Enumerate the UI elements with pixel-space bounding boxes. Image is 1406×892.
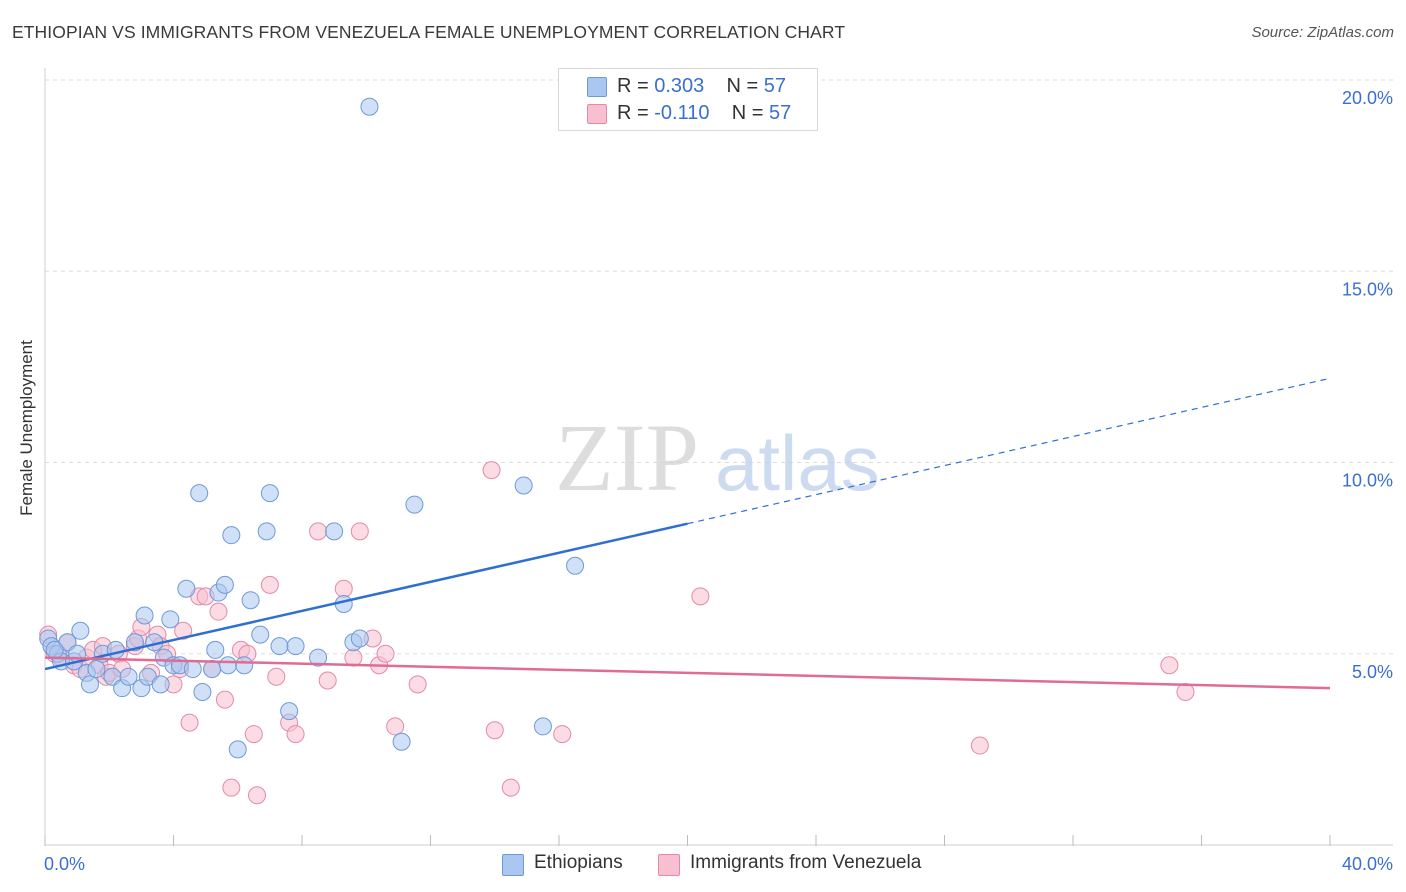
legend-label-venezuela: Immigrants from Venezuela — [690, 852, 922, 873]
data-point-venezuela — [244, 725, 263, 744]
legend-swatch-pink — [587, 104, 607, 124]
data-point-ethiopians — [241, 591, 260, 610]
data-point-venezuela — [267, 667, 286, 686]
data-point-venezuela — [970, 736, 989, 755]
legend-swatch-blue — [587, 77, 607, 97]
y-axis-label: Female Unemployment — [17, 340, 36, 516]
data-point-ethiopians — [190, 484, 209, 503]
data-point-ethiopians — [71, 621, 90, 640]
data-point-ethiopians — [151, 675, 170, 694]
data-point-ethiopians — [257, 522, 276, 541]
data-point-ethiopians — [228, 740, 247, 759]
data-point-venezuela — [344, 648, 363, 667]
data-point-ethiopians — [177, 579, 196, 598]
legend-n-value: 57 — [768, 102, 792, 124]
legend-n-label: N = — [726, 75, 764, 97]
trend-line-ethiopians — [44, 522, 688, 671]
trend-line-venezuela — [44, 656, 1331, 690]
data-point-ethiopians — [405, 495, 424, 514]
data-point-ethiopians — [350, 629, 369, 648]
data-point-ethiopians — [514, 476, 533, 495]
data-point-ethiopians — [135, 606, 154, 625]
data-point-ethiopians — [280, 702, 299, 721]
legend-n-value: 57 — [763, 75, 787, 97]
watermark: ZIP atlas — [555, 404, 880, 511]
data-point-ethiopians — [360, 97, 379, 116]
data-point-ethiopians — [206, 640, 225, 659]
data-point-venezuela — [482, 461, 501, 480]
legend-r-value: 0.303 — [654, 75, 705, 97]
data-point-ethiopians — [106, 640, 125, 659]
data-point-ethiopians — [215, 575, 234, 594]
data-point-venezuela — [334, 579, 353, 598]
data-point-venezuela — [553, 725, 572, 744]
data-point-venezuela — [286, 725, 305, 744]
data-point-ethiopians — [251, 625, 270, 644]
legend-label-ethiopians: Ethiopians — [534, 852, 623, 873]
data-point-venezuela — [386, 717, 405, 736]
data-point-ethiopians — [193, 683, 212, 701]
legend-n-label: N = — [731, 102, 769, 124]
tick-labels: 5.0% 10.0% 15.0% 20.0% 0.0% 40.0% — [44, 88, 1393, 874]
y-tick-label: 15.0% — [1342, 279, 1393, 299]
data-point-ethiopians — [119, 667, 138, 686]
data-point-venezuela — [691, 587, 710, 606]
watermark-atlas: atlas — [715, 419, 880, 507]
data-point-ethiopians — [183, 660, 202, 679]
legend-r-value: -0.110 — [654, 102, 710, 124]
data-point-venezuela — [309, 522, 328, 541]
data-point-ethiopians — [219, 656, 238, 675]
data-point-ethiopians — [161, 610, 180, 629]
data-point-venezuela — [248, 786, 267, 805]
data-point-venezuela — [350, 522, 369, 541]
legend-swatch-blue — [502, 854, 524, 876]
data-point-ethiopians — [392, 732, 411, 751]
y-tick-label: 20.0% — [1342, 88, 1393, 108]
data-point-venezuela — [318, 671, 337, 690]
data-point-ethiopians — [309, 648, 328, 667]
x-tick-label: 0.0% — [44, 854, 85, 874]
legend-r-label: R = — [617, 75, 655, 97]
data-point-ethiopians — [325, 522, 344, 541]
legend-r-label: R = — [617, 102, 655, 124]
data-point-venezuela — [1160, 656, 1179, 675]
data-point-ethiopians — [203, 660, 222, 679]
data-point-ethiopians — [45, 640, 64, 659]
grid-lines — [45, 79, 1393, 655]
chart-title: ETHIOPIAN VS IMMIGRANTS FROM VENEZUELA F… — [12, 22, 846, 42]
data-point-venezuela — [215, 690, 234, 709]
legend-swatch-pink — [658, 854, 680, 876]
data-point-ethiopians — [87, 660, 106, 679]
data-point-venezuela — [376, 644, 395, 663]
data-point-venezuela — [222, 778, 241, 797]
chart-source: Source: ZipAtlas.com — [1251, 24, 1394, 41]
data-point-ethiopians — [270, 637, 289, 656]
y-tick-label: 10.0% — [1342, 471, 1393, 491]
series-b-points — [39, 461, 1195, 805]
correlation-legend: R = 0.303 N = 57 R = -0.110 N = 57 — [558, 68, 818, 131]
trend-lines — [44, 377, 1331, 690]
watermark-zip: ZIP — [555, 404, 699, 511]
data-point-venezuela — [501, 778, 520, 797]
data-point-venezuela — [209, 602, 228, 621]
y-tick-label: 5.0% — [1352, 662, 1393, 682]
data-point-venezuela — [408, 675, 427, 694]
x-tick-label: 40.0% — [1342, 854, 1393, 874]
data-point-ethiopians — [235, 656, 254, 675]
data-point-ethiopians — [80, 675, 99, 694]
data-point-venezuela — [260, 575, 279, 594]
data-point-venezuela — [180, 713, 199, 732]
data-point-ethiopians — [566, 556, 585, 575]
data-point-ethiopians — [260, 484, 279, 503]
data-point-ethiopians — [222, 526, 241, 545]
axes — [44, 68, 1393, 846]
data-point-venezuela — [485, 721, 504, 740]
data-point-ethiopians — [286, 637, 305, 656]
series-a-points — [39, 97, 585, 759]
data-point-ethiopians — [533, 717, 552, 736]
data-point-venezuela — [174, 621, 193, 640]
